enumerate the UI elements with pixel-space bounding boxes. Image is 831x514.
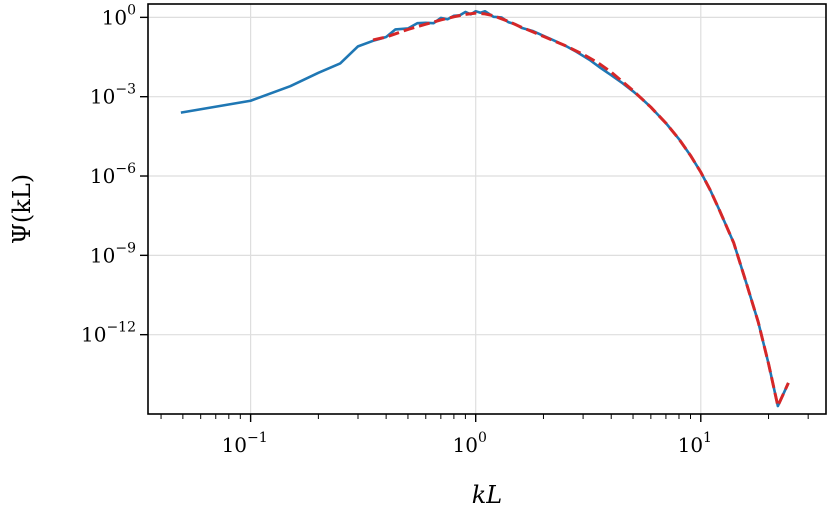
y-tick-base: 10 (81, 323, 106, 347)
y-tick-exponent: 0 (127, 2, 136, 18)
x-tick-label: 10−1 (222, 430, 268, 457)
y-tick-base: 10 (90, 243, 115, 267)
y-tick-label: 10−6 (90, 161, 136, 188)
y-tick-label: 10−9 (90, 240, 136, 267)
y-tick-exponent: −9 (115, 240, 136, 256)
x-tick-label: 100 (453, 430, 487, 457)
y-tick-base: 10 (102, 5, 127, 29)
y-tick-label: 10−3 (90, 82, 136, 109)
x-tick-base: 10 (222, 433, 247, 457)
grid-layer (148, 4, 826, 414)
y-tick-exponent: −12 (106, 320, 136, 336)
y-tick-label: 100 (102, 2, 136, 29)
y-tick-exponent: −6 (115, 161, 136, 177)
x-tick-exponent: 0 (478, 430, 487, 446)
y-tick-base: 10 (90, 85, 115, 109)
y-axis-label: Ψ(kL) (8, 174, 36, 244)
x-tick-base: 10 (453, 433, 478, 457)
plot-frame (147, 3, 827, 415)
series-line-solid (180, 9, 790, 408)
series-layer (180, 9, 790, 408)
y-tick-base: 10 (90, 164, 115, 188)
x-tick-base: 10 (678, 433, 703, 457)
x-tick-exponent: −1 (247, 430, 268, 446)
series-line-dashed (372, 11, 790, 408)
y-tick-label: 10−12 (81, 320, 136, 347)
x-tick-label: 101 (678, 430, 712, 457)
x-tick-exponent: 1 (703, 430, 712, 446)
y-tick-exponent: −3 (115, 82, 136, 98)
x-axis-label: kL (472, 481, 502, 509)
